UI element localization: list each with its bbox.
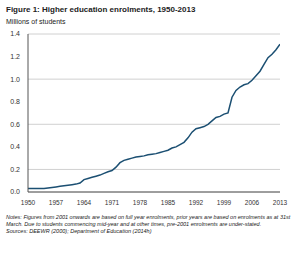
html-text:Notes: Figures from 2001 onwar: Notes: Figures from 2001 onwards are bas… xyxy=(6,214,291,227)
html-text:Figure 1: Higher education enr: Figure 1: Higher education enrolments, 1… xyxy=(6,5,196,14)
svg-text:1950: 1950 xyxy=(21,199,36,206)
svg-text:2006: 2006 xyxy=(245,199,260,206)
svg-text:1.4: 1.4 xyxy=(10,30,20,37)
svg-text:1.0: 1.0 xyxy=(10,76,20,83)
svg-text:1992: 1992 xyxy=(189,199,204,206)
svg-text:0.0: 0.0 xyxy=(10,188,20,195)
svg-text:1971: 1971 xyxy=(105,199,120,206)
svg-text:1.2: 1.2 xyxy=(10,53,20,60)
svg-text:0.2: 0.2 xyxy=(10,166,20,173)
svg-text:0.4: 0.4 xyxy=(10,143,20,150)
svg-text:0.8: 0.8 xyxy=(10,98,20,105)
svg-text:1999: 1999 xyxy=(217,199,232,206)
html-text:Millions of students: Millions of students xyxy=(6,18,66,25)
svg-text:1957: 1957 xyxy=(49,199,64,206)
svg-text:1978: 1978 xyxy=(133,199,148,206)
svg-text:2013: 2013 xyxy=(273,199,288,206)
svg-text:1964: 1964 xyxy=(77,199,92,206)
svg-text:0.6: 0.6 xyxy=(10,121,20,128)
svg-text:1985: 1985 xyxy=(161,199,176,206)
html-text:Sources: DEEWR (2000); Departm: Sources: DEEWR (2000); Department of Edu… xyxy=(6,228,152,234)
